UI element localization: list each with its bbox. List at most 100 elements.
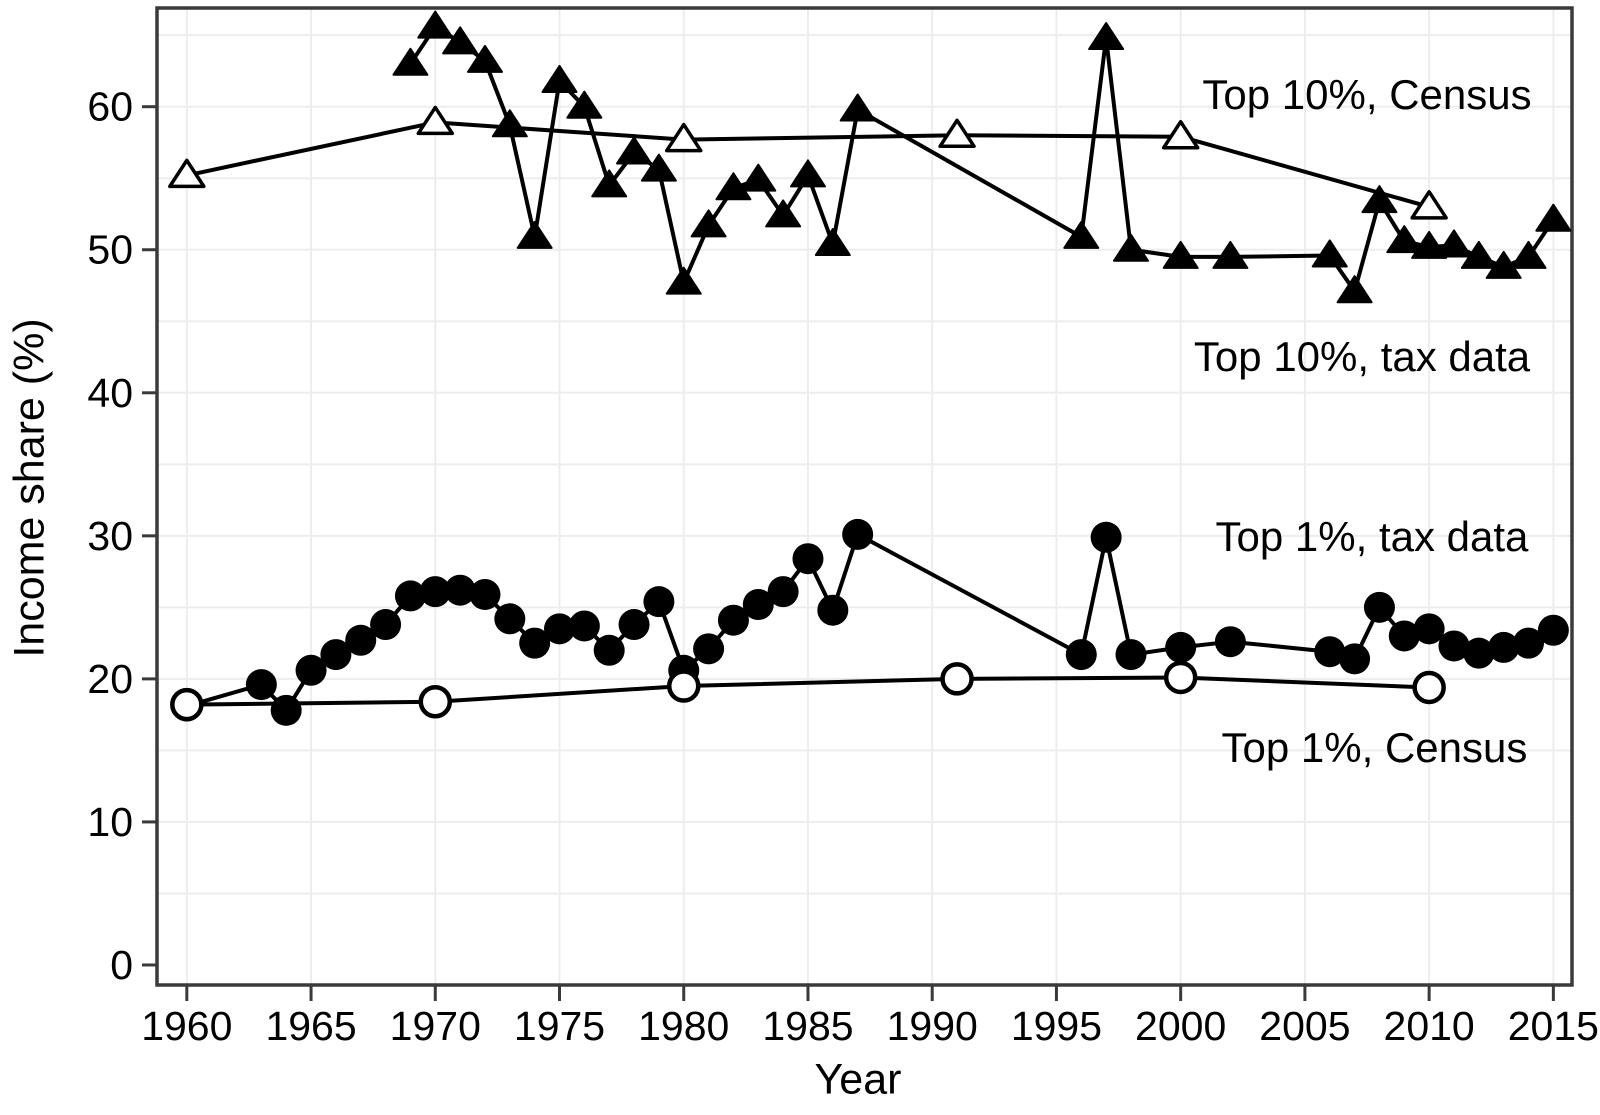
marker-circle-filled-top-1-tax-data [1165, 631, 1197, 663]
marker-triangle-filled-top-10-tax-data [690, 209, 727, 238]
marker-triangle-filled-top-10-tax-data [1460, 240, 1497, 269]
marker-triangle-filled-top-10-tax-data [1063, 220, 1100, 249]
marker-triangle-filled-top-10-tax-data [740, 163, 777, 192]
plot-frame [155, 6, 1574, 987]
marker-circle-open-top-1-census [418, 685, 453, 719]
marker-circle-filled-top-1-tax-data [1413, 613, 1445, 645]
marker-circle-filled-top-1-tax-data [370, 609, 402, 641]
series-label-top-10-tax-data: Top 10%, tax data [1193, 333, 1531, 381]
marker-triangle-open-top-10-census [416, 105, 455, 136]
marker-triangle-filled-top-10-tax-data [1510, 240, 1547, 269]
marker-triangle-filled-top-10-tax-data [541, 64, 578, 93]
marker-triangle-filled-top-10-tax-data [665, 266, 702, 295]
x-axis-title: Year [814, 1055, 902, 1104]
x-tick-label: 2005 [1259, 1003, 1350, 1049]
marker-triangle-filled-top-10-tax-data [616, 136, 653, 165]
marker-triangle-filled-top-10-tax-data [1088, 22, 1125, 51]
marker-triangle-filled-top-10-tax-data [491, 109, 528, 138]
marker-triangle-filled-top-10-tax-data [839, 93, 876, 122]
series-line-top-1-census [184, 675, 1432, 707]
marker-circle-filled-top-1-tax-data [494, 603, 526, 635]
marker-triangle-filled-top-10-tax-data [417, 10, 454, 39]
marker-triangle-open-top-10-census [1161, 119, 1200, 150]
marker-circle-open-top-1-census [666, 669, 701, 703]
marker-circle-filled-top-1-tax-data [1214, 626, 1246, 658]
marker-circle-filled-top-1-tax-data [593, 634, 625, 666]
marker-triangle-filled-top-10-tax-data [1361, 185, 1398, 214]
marker-circle-filled-top-1-tax-data [568, 610, 600, 642]
marker-triangle-open-top-10-census [938, 118, 976, 149]
marker-triangle-filled-top-10-tax-data [591, 169, 628, 198]
marker-triangle-filled-top-10-tax-data [1311, 239, 1348, 268]
marker-circle-filled-top-1-tax-data [295, 654, 327, 686]
marker-triangle-filled-top-10-tax-data [1411, 230, 1448, 259]
marker-triangle-filled-top-10-tax-data [814, 228, 851, 257]
marker-circle-filled-top-1-tax-data [618, 609, 650, 641]
marker-circle-filled-top-1-tax-data [1314, 636, 1346, 668]
marker-circle-filled-top-1-tax-data [1513, 627, 1545, 659]
marker-circle-filled-top-1-tax-data [767, 576, 799, 608]
marker-circle-filled-top-1-tax-data [1488, 631, 1520, 663]
marker-circle-filled-top-1-tax-data [1065, 639, 1097, 671]
y-axis-title: Income share (%) [5, 318, 54, 658]
marker-circle-filled-top-1-tax-data [1363, 591, 1395, 623]
y-tick-label: 60 [87, 84, 133, 130]
marker-triangle-filled-top-10-tax-data [1435, 229, 1472, 258]
marker-circle-filled-top-1-tax-data [320, 639, 352, 671]
y-tick-label: 10 [87, 799, 133, 845]
marker-triangle-filled-top-10-tax-data [1212, 240, 1249, 269]
marker-circle-open-top-1-census [1412, 670, 1446, 705]
marker-circle-filled-top-1-tax-data [1339, 643, 1371, 675]
y-tick-label: 30 [87, 513, 133, 559]
x-tick-label: 2015 [1508, 1003, 1599, 1049]
marker-triangle-filled-top-10-tax-data [1112, 233, 1149, 262]
marker-triangle-filled-top-10-tax-data [765, 199, 802, 228]
marker-circle-filled-top-1-tax-data [1090, 521, 1122, 553]
marker-triangle-filled-top-10-tax-data [516, 220, 553, 249]
x-tick-label: 1980 [638, 1003, 729, 1049]
y-tick-label: 40 [87, 370, 133, 416]
y-tick-label: 50 [87, 227, 133, 273]
y-tick-label: 0 [110, 942, 133, 988]
marker-circle-filled-top-1-tax-data [717, 604, 749, 636]
marker-circle-filled-top-1-tax-data [742, 588, 774, 620]
marker-circle-filled-top-1-tax-data [643, 586, 675, 618]
marker-circle-filled-top-1-tax-data [245, 669, 277, 701]
marker-triangle-filled-top-10-tax-data [1535, 203, 1572, 232]
marker-circle-filled-top-1-tax-data [544, 613, 576, 645]
series-line-top-10-tax-data [408, 24, 1556, 294]
series-label-top-10-census: Top 10%, Census [1202, 71, 1532, 119]
marker-circle-filled-top-1-tax-data [1115, 639, 1147, 671]
marker-triangle-filled-top-10-tax-data [392, 47, 429, 76]
marker-circle-filled-top-1-tax-data [792, 543, 824, 575]
marker-triangle-open-top-10-census [664, 122, 703, 153]
marker-circle-filled-top-1-tax-data [345, 624, 377, 656]
marker-triangle-filled-top-10-tax-data [442, 26, 479, 55]
marker-circle-filled-top-1-tax-data [444, 574, 476, 606]
marker-triangle-filled-top-10-tax-data [1485, 250, 1522, 279]
marker-circle-filled-top-1-tax-data [1388, 620, 1420, 652]
marker-circle-filled-top-1-tax-data [394, 580, 426, 612]
series-label-top-1-census: Top 1%, Census [1221, 723, 1528, 771]
x-tick-label: 1965 [265, 1003, 356, 1049]
marker-circle-filled-top-1-tax-data [469, 578, 501, 610]
series-line-top-10-census [184, 120, 1432, 209]
series-label-top-1-tax-data: Top 1%, tax data [1215, 513, 1529, 561]
x-tick-label: 1990 [887, 1003, 978, 1049]
marker-triangle-filled-top-10-tax-data [466, 44, 503, 73]
marker-triangle-filled-top-10-tax-data [715, 172, 752, 201]
marker-circle-filled-top-1-tax-data [1463, 637, 1495, 669]
marker-triangle-open-top-10-census [168, 158, 206, 189]
marker-circle-filled-top-1-tax-data [519, 627, 551, 659]
marker-circle-filled-top-1-tax-data [1438, 630, 1470, 662]
y-tick-label: 20 [87, 656, 133, 702]
marker-triangle-filled-top-10-tax-data [640, 153, 677, 182]
x-tick-label: 1970 [390, 1003, 481, 1049]
marker-triangle-filled-top-10-tax-data [566, 90, 603, 119]
marker-circle-filled-top-1-tax-data [419, 576, 451, 608]
marker-triangle-open-top-10-census [1410, 190, 1448, 220]
marker-triangle-filled-top-10-tax-data [1386, 225, 1423, 254]
x-tick-label: 2000 [1135, 1003, 1226, 1049]
